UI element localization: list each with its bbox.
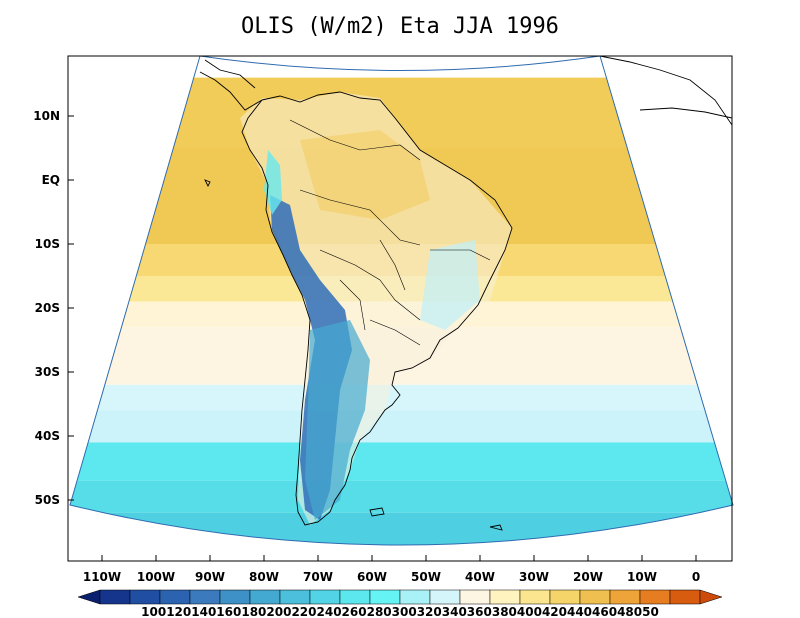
colorbar-box: [249, 589, 281, 605]
colorbar-box: [609, 589, 641, 605]
colorbar-box: [159, 589, 191, 605]
colorbar-box: [579, 589, 611, 605]
lon-tick-label: 60W: [357, 570, 387, 584]
patagonia-mid: [305, 320, 370, 520]
colorbar-box: [219, 589, 251, 605]
colorbar-box: [519, 589, 551, 605]
colorbar-box: [339, 589, 371, 605]
galapagos: [204, 179, 211, 188]
colorbar-box: [399, 589, 431, 605]
colorbar-labels: 1001201401601802002202402602803003203403…: [141, 605, 659, 618]
colorbar-box: [309, 589, 341, 605]
chart-title: OLIS (W/m2) Eta JJA 1996: [241, 14, 559, 39]
colorbar-box: [189, 589, 221, 605]
lon-tick-label: 50W: [411, 570, 441, 584]
country-borders: [289, 119, 491, 346]
colorbar-box: [129, 589, 161, 605]
latitude-axis: 10N EQ 10S 20S 30S 40S 50S: [33, 109, 74, 507]
lon-tick-label: 70W: [303, 570, 333, 584]
colorbar-box: [429, 589, 461, 605]
lon-tick-label: 100W: [137, 570, 175, 584]
lon-tick-label: 90W: [195, 570, 225, 584]
lat-tick-label: 20S: [35, 301, 60, 315]
lat-tick-label: EQ: [42, 173, 60, 187]
coastlines: [199, 56, 732, 531]
longitude-axis: 110W 100W 90W 80W 70W 60W 50W 40W 30W 20W 10W 0: [83, 555, 700, 584]
lat-tick-label: 10S: [35, 237, 60, 251]
lon-tick-label: 0: [692, 570, 700, 584]
coastal-strip-peru: [264, 150, 282, 215]
field-band: [70, 410, 732, 443]
lat-tick-label: 30S: [35, 365, 60, 379]
colorbar-box: [459, 589, 491, 605]
colorbar-min-arrow: [77, 589, 101, 605]
colorbar-box: [279, 589, 311, 605]
south-america-coastline: [241, 91, 513, 526]
south-georgia: [489, 524, 503, 531]
southeast-brazil-cool: [420, 240, 480, 330]
colorbar-box: [639, 589, 671, 605]
colorbar-box: [489, 589, 521, 605]
falklands: [369, 507, 385, 517]
africa-coastline: [599, 56, 732, 126]
lat-tick-label: 40S: [35, 429, 60, 443]
central-america-coastline: [199, 59, 263, 111]
lat-tick-label: 50S: [35, 493, 60, 507]
lon-tick-label: 80W: [249, 570, 279, 584]
colorbar-box: [549, 589, 581, 605]
lat-tick-label: 10N: [33, 109, 60, 123]
land-shading: [240, 92, 512, 525]
amazon-band: [300, 130, 430, 220]
lon-tick-label: 30W: [519, 570, 549, 584]
colorbar-box: [669, 589, 701, 605]
domain-boundary: [69, 55, 734, 546]
colorbar-max-arrow: [699, 589, 723, 605]
lon-tick-label: 110W: [83, 570, 121, 584]
lon-tick-label: 10W: [627, 570, 657, 584]
colorbar-box: [369, 589, 401, 605]
colorbar: [77, 589, 723, 605]
border-lines: [289, 119, 491, 346]
field-band: [70, 480, 732, 513]
field-band: [70, 442, 732, 481]
colorbar-box: [99, 589, 131, 605]
lon-tick-label: 40W: [465, 570, 495, 584]
lon-tick-label: 20W: [573, 570, 603, 584]
field-band: [70, 384, 732, 411]
